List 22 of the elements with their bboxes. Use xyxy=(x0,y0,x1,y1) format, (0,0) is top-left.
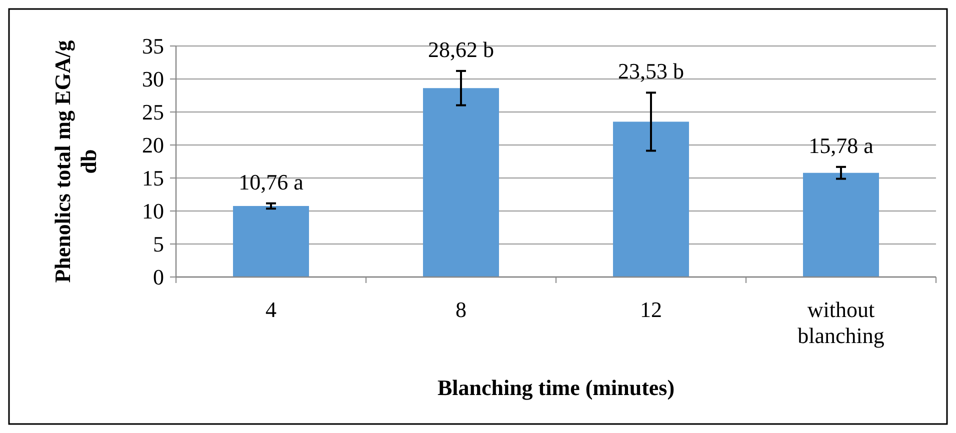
y-tick-label: 5 xyxy=(153,232,164,257)
y-tick-label: 10 xyxy=(142,198,164,224)
x-tick-label: 12 xyxy=(640,297,662,322)
x-tick-label: without blanching xyxy=(798,297,884,348)
data-label: 10,76 a xyxy=(238,169,304,194)
data-label: 23,53 b xyxy=(618,58,684,84)
bar xyxy=(613,122,689,277)
y-tick-label: 30 xyxy=(142,66,164,92)
x-axis-title: Blanching time (minutes) xyxy=(437,375,675,400)
bar xyxy=(803,172,879,277)
y-tick-label: 20 xyxy=(142,132,164,158)
bar xyxy=(233,206,309,277)
y-tick-label: 35 xyxy=(142,34,164,59)
x-tick-label: 4 xyxy=(266,297,276,322)
y-tick-label: 25 xyxy=(142,100,164,125)
bar xyxy=(423,88,499,277)
data-label: 15,78 a xyxy=(808,132,874,158)
y-tick-label: 0 xyxy=(153,264,164,290)
y-tick-label: 15 xyxy=(142,166,164,191)
y-axis-title: Phenolics total mg EGA/g db xyxy=(50,40,101,283)
x-tick-label: 8 xyxy=(456,297,466,322)
data-label: 28,62 b xyxy=(428,36,494,62)
